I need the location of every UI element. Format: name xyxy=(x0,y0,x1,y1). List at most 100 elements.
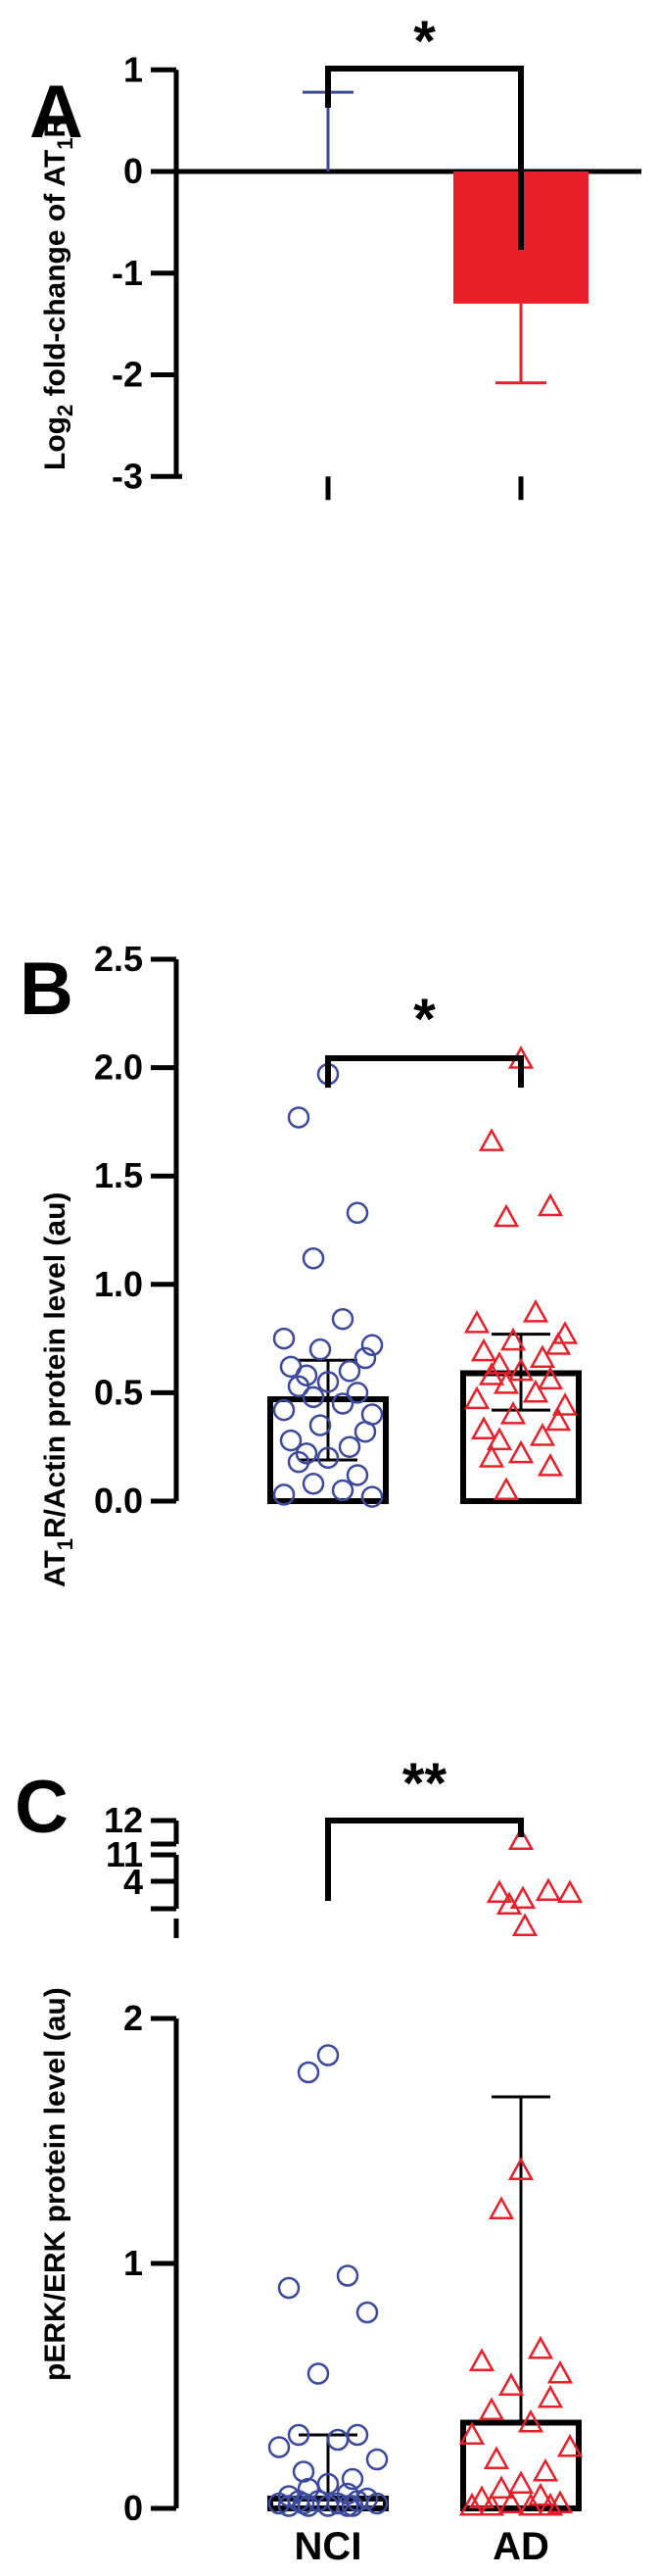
y-tick-label: 1 xyxy=(123,49,143,89)
y-tick-label: 0 xyxy=(123,2488,143,2528)
panel-a: A Log2 fold-change of AT1R 1 0 -1 -2 -3 * xyxy=(29,10,641,501)
significance-bracket xyxy=(325,66,524,250)
ad-point xyxy=(527,2482,554,2506)
panel-a-ylabel: Log2 fold-change of AT1R xyxy=(39,117,77,470)
ad-point xyxy=(478,1444,505,1468)
nci-point xyxy=(360,1485,384,1508)
significance-bracket xyxy=(325,1055,524,1088)
ad-point xyxy=(532,2457,559,2482)
ad-point xyxy=(486,1427,513,1451)
nci-point xyxy=(287,1450,310,1474)
ad-point xyxy=(537,2492,564,2516)
panel-a-bars xyxy=(303,90,588,385)
nci-point xyxy=(308,1337,332,1361)
nci-point xyxy=(287,2423,310,2447)
nci-point xyxy=(297,2061,320,2084)
nci-point xyxy=(355,2301,379,2324)
ad-point xyxy=(529,1344,556,1369)
ad-point xyxy=(493,1203,520,1228)
ad-point xyxy=(458,2492,486,2516)
ad-point xyxy=(537,1192,564,1217)
ad-point xyxy=(497,2490,525,2514)
nci-point xyxy=(353,1420,377,1443)
ad-point xyxy=(551,1321,579,1344)
significance-marker: * xyxy=(413,988,436,1051)
panel-b: B AT1R/Actin protein level (au) 0.0 0.5 1.… xyxy=(20,939,582,1587)
ad-point xyxy=(537,2384,564,2408)
panel-a-y-axis: 1 0 -1 -2 -3 xyxy=(112,49,641,501)
ad-point xyxy=(537,1453,564,1477)
ad-point xyxy=(522,1298,549,1323)
nci-point xyxy=(272,1398,296,1422)
ad-point-high xyxy=(511,1913,539,1937)
ad-point xyxy=(544,1407,572,1432)
panel-b-significance: * xyxy=(325,988,524,1088)
ad-point xyxy=(529,1423,556,1446)
ad-point xyxy=(470,1416,497,1440)
nci-point xyxy=(326,2428,350,2452)
nci-point xyxy=(306,2362,330,2385)
y-tick-label: 1.0 xyxy=(94,1264,143,1304)
ad-point-high xyxy=(535,1877,562,1902)
ad-point xyxy=(478,2397,505,2421)
ad-point-high xyxy=(509,1885,537,1910)
nci-point xyxy=(331,1392,354,1415)
panel-b-letter: B xyxy=(20,948,73,1031)
ad-point xyxy=(507,1357,535,1382)
panel-c-points xyxy=(267,1826,584,2517)
ad-point xyxy=(493,1370,520,1394)
ad-point xyxy=(478,1362,505,1385)
ad-point xyxy=(468,2485,495,2509)
nci-point xyxy=(341,2467,364,2491)
ad-point xyxy=(468,2348,495,2372)
ad-point xyxy=(488,2475,515,2500)
ad-point xyxy=(507,1439,535,1464)
y-tick-label: 1.5 xyxy=(94,1155,143,1195)
ad-point xyxy=(556,2433,584,2457)
y-tick-label: 1 xyxy=(123,2243,143,2283)
nci-point xyxy=(331,1307,354,1331)
ad-point xyxy=(551,1392,579,1416)
x-category-ad: AD xyxy=(493,2525,549,2568)
nci-point xyxy=(336,2264,359,2287)
ad-point xyxy=(507,2157,535,2181)
ad-point-high xyxy=(495,1891,523,1916)
ad-point xyxy=(486,1351,513,1375)
panel-c-letter: C xyxy=(15,1766,69,1849)
ad-point xyxy=(544,1332,572,1355)
nci-point xyxy=(267,2492,291,2515)
y-tick-label: -3 xyxy=(112,456,143,496)
nci-point xyxy=(316,1446,340,1470)
nci-point xyxy=(365,2448,389,2471)
ad-point xyxy=(537,1366,564,1390)
nci-point xyxy=(365,2492,389,2515)
panel-b-points xyxy=(272,1045,579,1508)
y-tick-label: -2 xyxy=(112,355,143,395)
panel-c-bars xyxy=(267,2095,582,2511)
nci-point xyxy=(267,2436,291,2458)
y-tick-label: 2.0 xyxy=(94,1047,143,1088)
ad-point-high xyxy=(507,1826,535,1851)
y-tick-label: -1 xyxy=(112,253,143,293)
panel-a-significance: * xyxy=(325,10,524,250)
nci-point xyxy=(316,2044,340,2066)
panel-b-ylabel: AT1R/Actin protein level (au) xyxy=(39,1192,77,1587)
ad-point xyxy=(497,2372,525,2397)
significance-marker: ** xyxy=(402,1752,447,1816)
y-tick-label: 0 xyxy=(123,151,143,191)
nci-point xyxy=(338,1360,361,1383)
y-tick-label: 0.5 xyxy=(94,1372,143,1412)
nci-point xyxy=(272,1483,296,1506)
nci-point xyxy=(360,1334,384,1356)
ad-point xyxy=(458,2421,486,2446)
nci-point xyxy=(336,2495,359,2517)
y-tick-label: 0.0 xyxy=(94,1481,143,1521)
nci-point xyxy=(277,2276,301,2300)
nci-point xyxy=(302,1385,325,1409)
ad-point xyxy=(499,1327,527,1351)
nci-point xyxy=(302,1247,325,1270)
nci-point xyxy=(338,1435,361,1458)
y-tick-label: 2 xyxy=(123,1998,143,2038)
